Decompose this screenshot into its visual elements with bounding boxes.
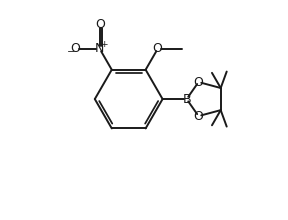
- Text: N: N: [95, 42, 105, 55]
- Text: B: B: [182, 93, 191, 106]
- Text: O: O: [95, 18, 105, 31]
- Text: −: −: [67, 46, 75, 57]
- Text: O: O: [71, 42, 81, 55]
- Text: O: O: [153, 42, 163, 55]
- Text: O: O: [194, 110, 204, 123]
- Text: O: O: [194, 75, 204, 89]
- Text: +: +: [101, 40, 108, 49]
